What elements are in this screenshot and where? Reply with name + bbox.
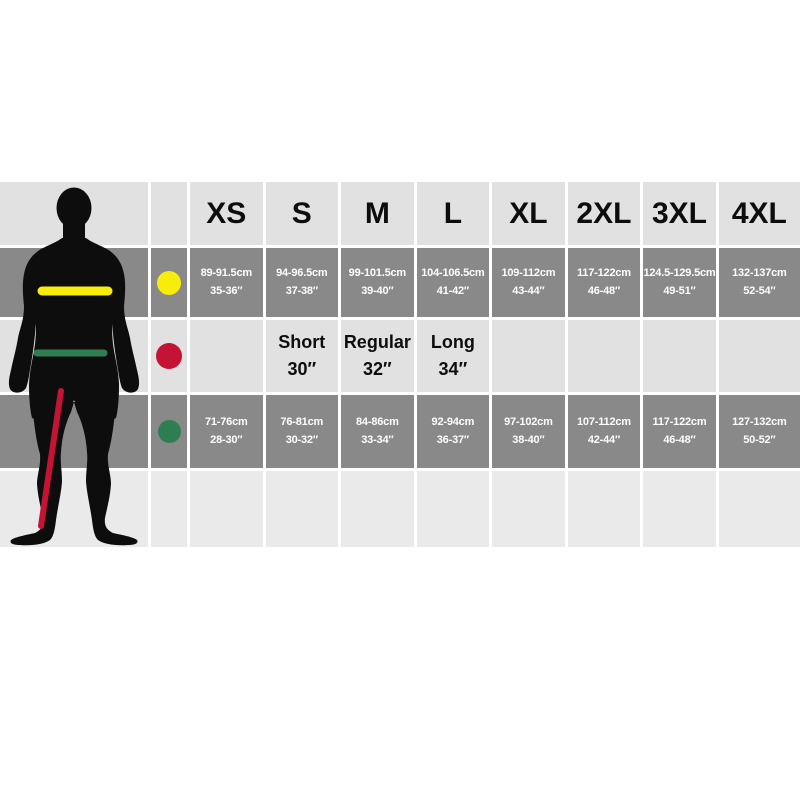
- waist-cell-m: 84-86cm 33-34″: [341, 395, 414, 468]
- leg-cell-l: Long 34″: [416, 320, 490, 392]
- chest-cell-l: 104-106.5cm 41-42″: [416, 248, 490, 317]
- footer-cell: [0, 471, 148, 547]
- waist-inches: 38-40″: [512, 433, 545, 446]
- waist-cm: 97-102cm: [504, 416, 553, 429]
- chest-inches: 43-44″: [512, 284, 545, 297]
- leg-cell-4xl: [718, 320, 800, 392]
- size-header-s: S: [265, 182, 339, 245]
- waist-cm: 92-94cm: [431, 416, 475, 429]
- figure-waist-band-cell: [0, 395, 148, 468]
- chest-cm: 109-112cm: [501, 267, 556, 280]
- figure-column-header-cell: [0, 182, 148, 245]
- chest-inches: 41-42″: [436, 284, 469, 297]
- chest-indicator-cell: [151, 248, 187, 317]
- footer-cell: [190, 471, 263, 547]
- chest-cm: 104-106.5cm: [421, 267, 485, 280]
- chest-cell-2xl: 117-122cm 46-48″: [567, 248, 641, 317]
- figure-leg-band-cell: [0, 320, 148, 392]
- footer-cell: [265, 471, 339, 547]
- waist-dot-icon: [157, 420, 181, 443]
- waist-cm: 127-132cm: [732, 416, 787, 429]
- waist-inches: 46-48″: [663, 433, 696, 446]
- footer-cell: [151, 471, 187, 547]
- waist-inches: 28-30″: [210, 433, 243, 446]
- chest-cell-xl: 109-112cm 43-44″: [492, 248, 565, 317]
- waist-cm: 71-76cm: [204, 416, 248, 429]
- waist-cell-xs: 71-76cm 28-30″: [190, 395, 263, 468]
- indicator-column-header-cell: [151, 182, 187, 245]
- waist-cell-2xl: 107-112cm 42-44″: [567, 395, 641, 468]
- chest-cm: 132-137cm: [732, 267, 787, 280]
- chest-cm: 117-122cm: [577, 267, 631, 280]
- waist-inches: 30-32″: [285, 433, 318, 446]
- chest-cell-3xl: 124.5-129.5cm 49-51″: [643, 248, 716, 317]
- chest-cell-m: 99-101.5cm 39-40″: [341, 248, 414, 317]
- size-header-xl: XL: [492, 182, 565, 245]
- leg-length-label: Regular: [343, 332, 411, 352]
- chest-inches: 46-48″: [587, 284, 621, 297]
- leg-cell-2xl: [567, 320, 641, 392]
- leg-cell-m: Regular 32″: [341, 320, 414, 392]
- size-header-m: M: [341, 182, 414, 245]
- chest-cell-4xl: 132-137cm 52-54″: [718, 248, 800, 317]
- chest-inches: 35-36″: [210, 284, 243, 297]
- waist-cm: 107-112cm: [577, 416, 631, 429]
- waist-inches: 33-34″: [361, 433, 394, 446]
- leg-length-dot-icon: [156, 343, 182, 369]
- leg-length-inches: 32″: [363, 359, 392, 379]
- leg-cell-3xl: [643, 320, 716, 392]
- waist-inches: 36-37″: [436, 433, 469, 446]
- leg-cell-xl: [492, 320, 565, 392]
- leg-indicator-cell: [151, 320, 187, 392]
- size-table: XS S M L XL 2XL 3XL 4XL 89-91.5cm 35-36″ …: [0, 182, 800, 547]
- chest-cell-xs: 89-91.5cm 35-36″: [190, 248, 263, 317]
- size-header-l: L: [416, 182, 490, 245]
- leg-length-label: Long: [430, 332, 475, 352]
- footer-cell: [643, 471, 716, 547]
- chest-dot-icon: [157, 270, 181, 295]
- waist-inches: 42-44″: [587, 433, 621, 446]
- figure-chest-band-cell: [0, 248, 148, 317]
- leg-length-label: Short: [278, 332, 326, 352]
- leg-cell-xs: [190, 320, 263, 392]
- waist-cell-3xl: 117-122cm 46-48″: [643, 395, 716, 468]
- chest-cm: 89-91.5cm: [200, 267, 253, 280]
- chest-inches: 37-38″: [285, 284, 318, 297]
- leg-length-inches: 34″: [438, 359, 468, 379]
- chest-inches: 52-54″: [743, 284, 776, 297]
- footer-cell: [492, 471, 565, 547]
- waist-cell-l: 92-94cm 36-37″: [416, 395, 490, 468]
- footer-cell: [718, 471, 800, 547]
- waist-cell-xl: 97-102cm 38-40″: [492, 395, 565, 468]
- leg-length-inches: 30″: [287, 359, 317, 379]
- chest-cm: 124.5-129.5cm: [643, 267, 716, 280]
- chest-inches: 49-51″: [663, 284, 696, 297]
- footer-cell: [416, 471, 490, 547]
- chest-cm: 99-101.5cm: [348, 267, 407, 280]
- waist-cell-s: 76-81cm 30-32″: [265, 395, 339, 468]
- size-header-4xl: 4XL: [718, 182, 800, 245]
- waist-cm: 84-86cm: [356, 416, 399, 429]
- leg-cell-s: Short 30″: [265, 320, 339, 392]
- chest-cell-s: 94-96.5cm 37-38″: [265, 248, 339, 317]
- size-header-3xl: 3XL: [643, 182, 716, 245]
- chest-cm: 94-96.5cm: [276, 267, 328, 280]
- waist-cm: 76-81cm: [280, 416, 324, 429]
- chest-inches: 39-40″: [361, 284, 394, 297]
- footer-cell: [341, 471, 414, 547]
- footer-cell: [567, 471, 641, 547]
- waist-inches: 50-52″: [743, 433, 776, 446]
- size-header-2xl: 2XL: [567, 182, 641, 245]
- waist-cm: 117-122cm: [652, 416, 707, 429]
- waist-cell-4xl: 127-132cm 50-52″: [718, 395, 800, 468]
- waist-indicator-cell: [151, 395, 187, 468]
- size-header-xs: XS: [190, 182, 263, 245]
